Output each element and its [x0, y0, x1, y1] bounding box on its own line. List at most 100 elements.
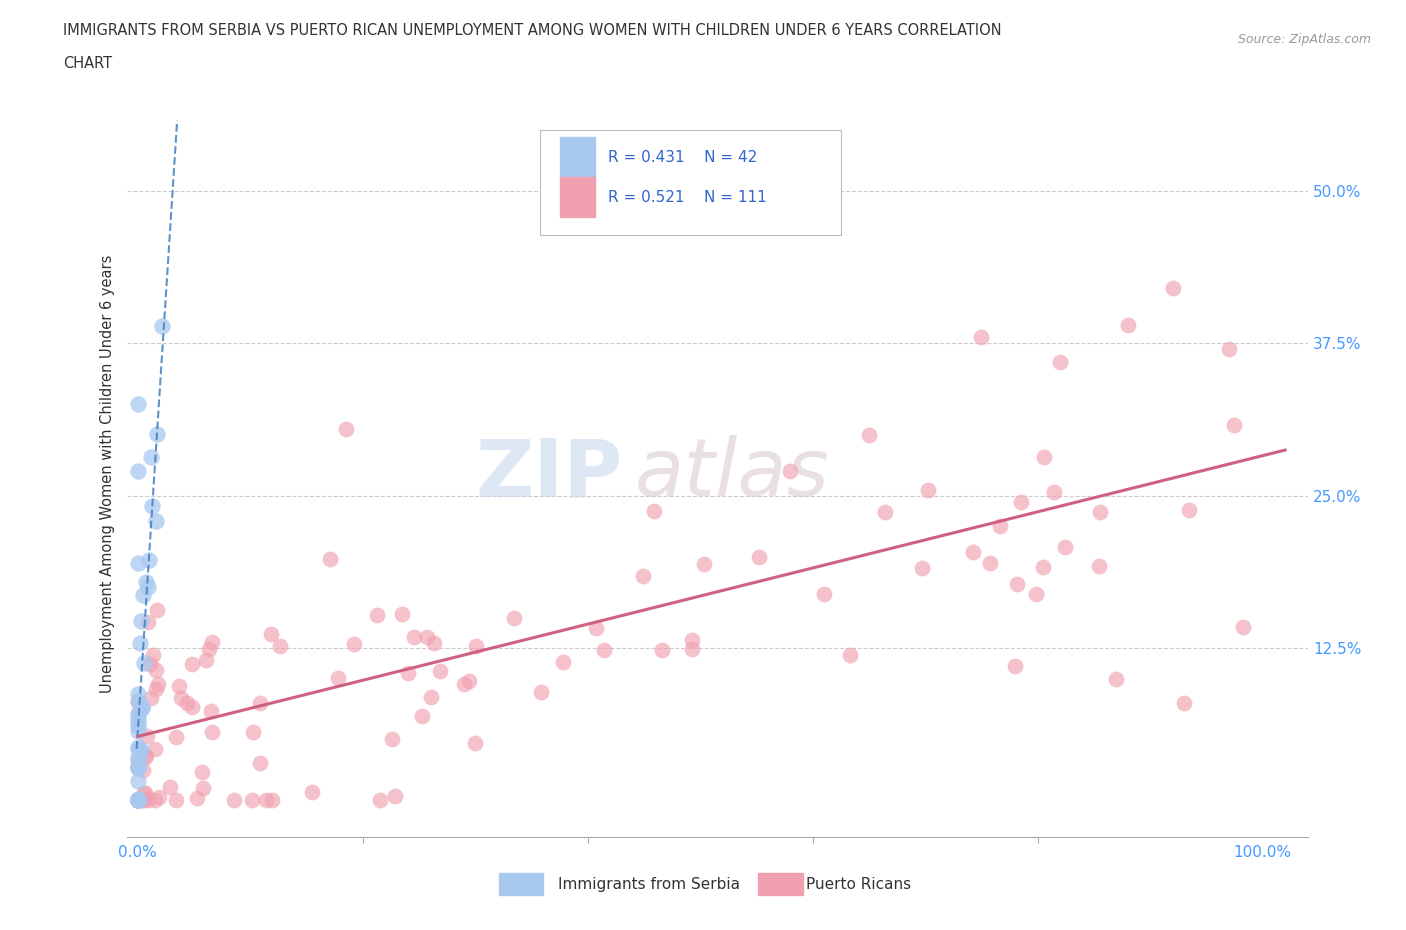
Text: R = 0.521    N = 111: R = 0.521 N = 111 [609, 190, 768, 205]
Point [411, 709, 433, 724]
Point [1087, 559, 1109, 574]
Point [132, 763, 155, 777]
Point [143, 741, 166, 756]
Point [134, 750, 156, 764]
Point [1053, 540, 1076, 555]
Text: Puerto Ricans: Puerto Ricans [806, 877, 911, 892]
Point [1173, 696, 1195, 711]
Point [127, 751, 149, 765]
Point [134, 656, 156, 671]
Point [129, 614, 152, 629]
Point [127, 464, 149, 479]
Point [127, 695, 149, 710]
Point [186, 791, 208, 806]
Point [145, 662, 167, 677]
Point [962, 544, 984, 559]
Point [146, 677, 169, 692]
Point [681, 632, 703, 647]
Point [335, 421, 357, 436]
Point [1025, 587, 1047, 602]
Text: Source: ZipAtlas.com: Source: ZipAtlas.com [1237, 33, 1371, 46]
Point [145, 513, 167, 528]
Point [503, 611, 526, 626]
Point [169, 678, 191, 693]
Point [127, 397, 149, 412]
Text: Immigrants from Serbia: Immigrants from Serbia [558, 877, 740, 892]
Point [453, 676, 475, 691]
Point [181, 700, 204, 715]
Point [127, 739, 149, 754]
Point [260, 793, 283, 808]
Point [693, 556, 716, 571]
Point [127, 793, 149, 808]
Point [148, 790, 170, 804]
Point [127, 791, 149, 806]
Point [127, 759, 149, 774]
Point [127, 711, 149, 725]
Point [127, 793, 149, 808]
Text: IMMIGRANTS FROM SERBIA VS PUERTO RICAN UNEMPLOYMENT AMONG WOMEN WITH CHILDREN UN: IMMIGRANTS FROM SERBIA VS PUERTO RICAN U… [63, 23, 1002, 38]
Point [180, 657, 202, 671]
Bar [499, 873, 544, 895]
Point [138, 657, 160, 671]
Point [396, 666, 419, 681]
Point [131, 700, 153, 715]
Point [416, 630, 439, 644]
Point [318, 552, 340, 567]
Point [343, 636, 366, 651]
Point [127, 751, 149, 766]
Point [458, 673, 481, 688]
Point [423, 636, 446, 651]
Point [169, 691, 191, 706]
Point [132, 785, 155, 800]
Point [127, 714, 149, 729]
Point [138, 552, 160, 567]
Point [651, 643, 673, 658]
Point [127, 555, 149, 570]
Point [146, 603, 169, 618]
Point [139, 450, 162, 465]
Point [176, 696, 198, 711]
Point [129, 743, 152, 758]
Point [420, 690, 443, 705]
Point [368, 793, 391, 808]
Text: atlas: atlas [634, 435, 830, 513]
Point [134, 786, 156, 801]
Point [1049, 354, 1071, 369]
Point [1116, 317, 1139, 332]
Point [404, 630, 426, 644]
Point [134, 749, 156, 764]
Point [191, 764, 214, 779]
Point [464, 736, 486, 751]
Point [1005, 577, 1028, 591]
Point [132, 793, 155, 808]
Point [198, 642, 221, 657]
Point [1088, 504, 1111, 519]
Point [917, 483, 939, 498]
Point [127, 793, 149, 808]
Point [127, 793, 149, 808]
Point [201, 634, 224, 649]
Point [593, 643, 616, 658]
Point [1178, 503, 1201, 518]
Point [875, 505, 897, 520]
Point [145, 682, 167, 697]
Point [201, 724, 224, 739]
Point [139, 690, 162, 705]
Point [142, 648, 165, 663]
Bar [758, 873, 803, 895]
Point [146, 427, 169, 442]
Y-axis label: Unemployment Among Women with Children Under 6 years: Unemployment Among Women with Children U… [100, 255, 115, 694]
Point [127, 793, 149, 808]
Point [633, 568, 655, 583]
Point [1232, 620, 1254, 635]
Point [127, 774, 149, 789]
Point [165, 730, 187, 745]
Point [1042, 485, 1064, 499]
Text: ZIP: ZIP [475, 435, 623, 513]
Point [779, 464, 801, 479]
Point [129, 635, 152, 650]
Point [127, 707, 149, 722]
Point [150, 319, 173, 334]
Text: R = 0.431    N = 42: R = 0.431 N = 42 [609, 150, 758, 165]
